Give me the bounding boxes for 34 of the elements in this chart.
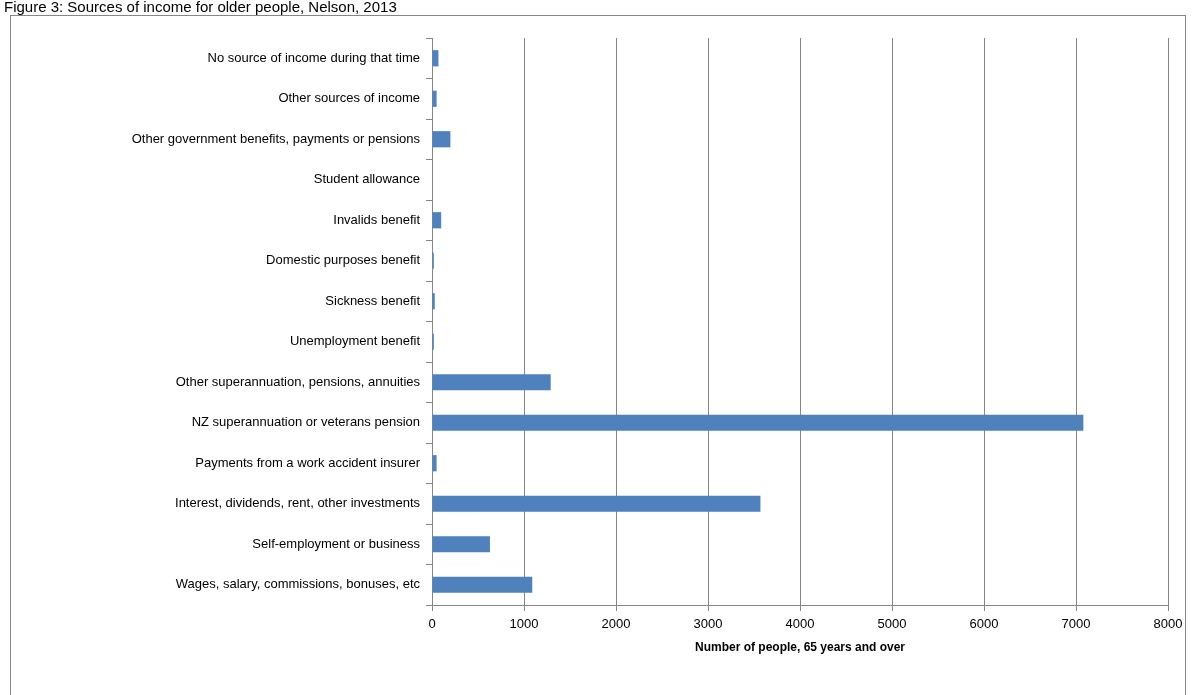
y-tick-label: Other superannuation, pensions, annuities <box>175 373 421 389</box>
y-tick-label: No source of income during that time <box>207 49 420 65</box>
y-tick-label: NZ superannuation or veterans pension <box>191 414 420 430</box>
y-tick-label: Other sources of income <box>278 90 420 106</box>
y-tick-label: Other government benefits, payments or pensions <box>131 130 421 146</box>
x-tick-label: 1000 <box>509 616 539 632</box>
bar <box>432 576 533 593</box>
x-tick-label: 4000 <box>785 616 815 632</box>
x-tick-label: 5000 <box>877 616 907 632</box>
x-tick-label: 0 <box>428 616 436 632</box>
y-tick-label: Domestic purposes benefit <box>266 252 421 268</box>
y-tick-label: Self-employment or business <box>252 535 421 551</box>
bar <box>432 536 490 553</box>
bar <box>432 455 437 472</box>
text: Figure 3: Sources of income for older people, Nelson, 2013 <box>4 0 397 15</box>
y-tick-label: Sickness benefit <box>325 292 421 308</box>
y-tick-label: Unemployment benefit <box>289 333 421 349</box>
bar <box>432 374 551 391</box>
y-tick-label: Wages, salary, commissions, bonuses, etc <box>175 576 421 592</box>
x-tick-label: 7000 <box>1061 616 1091 632</box>
x-axis-title: Number of people, 65 years and over <box>694 640 906 655</box>
x-tick-label: 3000 <box>693 616 723 632</box>
bar <box>432 414 1084 431</box>
x-tick-label: 6000 <box>969 616 999 632</box>
bar <box>432 90 437 107</box>
y-tick-label: Payments from a work accident insurer <box>195 454 421 470</box>
x-tick-label: 2000 <box>601 616 631 632</box>
y-tick-label: Student allowance <box>313 171 420 187</box>
bar <box>432 495 761 512</box>
y-tick-label: Invalids benefit <box>333 211 421 227</box>
bar <box>432 212 442 229</box>
y-tick-label: Interest, dividends, rent, other investments <box>175 495 421 511</box>
x-tick-label: 8000 <box>1153 616 1183 632</box>
bar <box>432 131 451 148</box>
